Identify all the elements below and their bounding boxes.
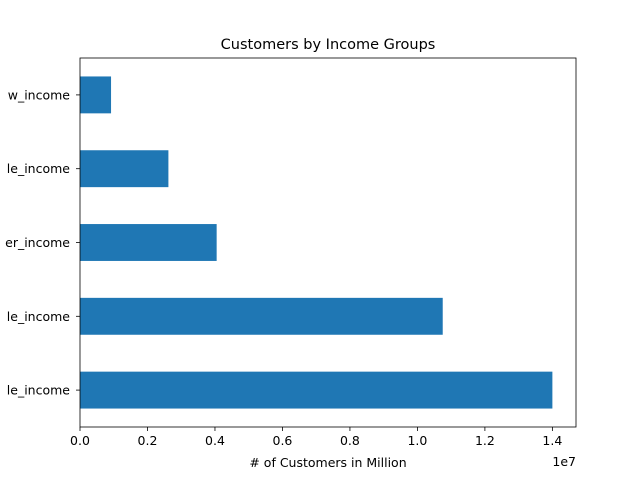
x-tick-label-2: 0.4 bbox=[205, 433, 225, 448]
axes-layer: 0.0 0.2 0.4 0.6 0.8 1.0 1.2 1.4 le_income le_inco… bbox=[5, 57, 577, 448]
bar-2 bbox=[80, 224, 217, 261]
y-tick-label-0: le_income bbox=[7, 383, 71, 398]
x-tick-label-1: 0.2 bbox=[138, 433, 158, 448]
bar-4 bbox=[80, 76, 112, 114]
bars-layer bbox=[80, 76, 553, 409]
x-tick-label-4: 0.8 bbox=[340, 433, 360, 448]
x-tick-label-5: 1.0 bbox=[407, 433, 427, 448]
chart-title: Customers by Income Groups bbox=[221, 37, 436, 53]
x-tick-label-0: 0.0 bbox=[70, 433, 90, 448]
bar-0 bbox=[80, 371, 553, 409]
bar-3 bbox=[80, 150, 169, 188]
y-tick-label-2: er_income bbox=[5, 235, 70, 250]
x-axis-offset-label: 1e7 bbox=[552, 454, 576, 469]
x-tick-label-7: 1.4 bbox=[542, 433, 562, 448]
x-axis-label: # of Customers in Million bbox=[249, 455, 406, 470]
x-tick-label-6: 1.2 bbox=[475, 433, 495, 448]
y-tick-label-4: w_income bbox=[8, 87, 71, 102]
y-tick-label-3: le_income bbox=[7, 161, 71, 176]
y-tick-label-1: le_income bbox=[7, 309, 71, 324]
bar-1 bbox=[80, 297, 443, 335]
x-tick-label-3: 0.6 bbox=[273, 433, 293, 448]
